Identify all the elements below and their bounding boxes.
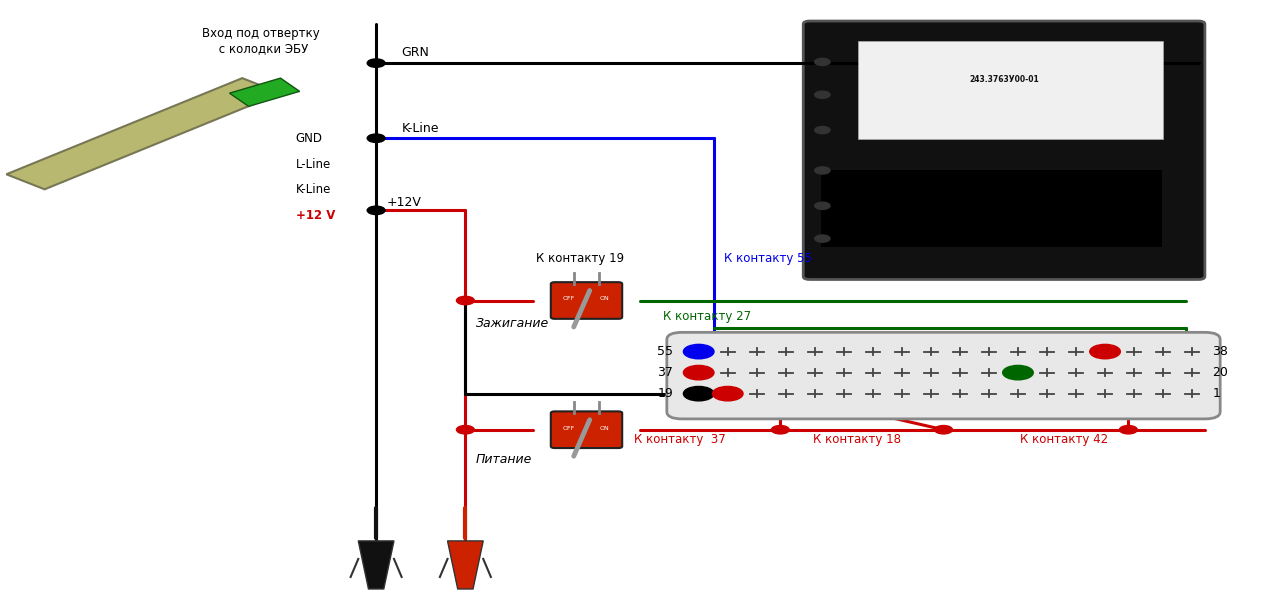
FancyBboxPatch shape <box>821 170 1162 247</box>
Text: 1: 1 <box>1213 387 1220 400</box>
Text: Питание: Питание <box>476 453 532 466</box>
Text: GND: GND <box>296 132 323 145</box>
Circle shape <box>815 202 830 209</box>
Circle shape <box>815 58 830 66</box>
Text: L-Line: L-Line <box>296 157 332 171</box>
Circle shape <box>456 426 474 434</box>
Circle shape <box>815 126 830 133</box>
Polygon shape <box>448 541 483 589</box>
Text: 37: 37 <box>658 366 673 379</box>
Circle shape <box>815 91 830 99</box>
Circle shape <box>367 59 385 67</box>
Polygon shape <box>6 78 280 189</box>
Text: GRN: GRN <box>402 46 430 59</box>
FancyBboxPatch shape <box>803 21 1205 279</box>
Text: OFF: OFF <box>562 296 575 301</box>
Text: K-Line: K-Line <box>402 122 439 135</box>
FancyBboxPatch shape <box>551 412 622 448</box>
Circle shape <box>815 167 830 174</box>
Text: ON: ON <box>599 296 609 301</box>
Text: Вход под отвертку
 с колодки ЭБУ: Вход под отвертку с колодки ЭБУ <box>203 27 320 55</box>
Text: OFF: OFF <box>562 426 575 430</box>
Circle shape <box>1002 365 1033 380</box>
Text: ON: ON <box>599 426 609 430</box>
Circle shape <box>1119 426 1137 434</box>
Circle shape <box>1090 344 1121 359</box>
Circle shape <box>683 386 714 401</box>
Text: 38: 38 <box>1213 345 1228 358</box>
Polygon shape <box>230 78 300 106</box>
Text: К контакту 42: К контакту 42 <box>1020 433 1108 447</box>
Text: К контакту 19: К контакту 19 <box>536 252 623 265</box>
Polygon shape <box>358 541 394 589</box>
Circle shape <box>683 344 714 359</box>
Text: К контакту 27: К контакту 27 <box>663 310 751 323</box>
Text: К контакту  37: К контакту 37 <box>634 433 725 447</box>
Circle shape <box>367 134 385 142</box>
Text: 20: 20 <box>1213 366 1228 379</box>
Text: К контакту 55: К контакту 55 <box>724 252 812 265</box>
Circle shape <box>771 426 789 434</box>
Circle shape <box>815 235 830 242</box>
Text: К контакту 18: К контакту 18 <box>813 433 901 447</box>
Text: 55: 55 <box>657 345 673 358</box>
Circle shape <box>935 426 952 434</box>
Circle shape <box>713 386 743 401</box>
FancyBboxPatch shape <box>667 332 1220 419</box>
Text: 243.3763У00-01: 243.3763У00-01 <box>969 75 1039 84</box>
Circle shape <box>367 206 385 215</box>
Text: 19: 19 <box>658 387 673 400</box>
Text: K-Line: K-Line <box>296 183 332 197</box>
Circle shape <box>683 365 714 380</box>
Circle shape <box>456 296 474 305</box>
Text: +12 V: +12 V <box>296 209 335 222</box>
FancyBboxPatch shape <box>858 40 1163 139</box>
FancyBboxPatch shape <box>551 282 622 319</box>
Text: Зажигание: Зажигание <box>476 317 548 330</box>
Text: +12V: +12V <box>386 196 421 209</box>
